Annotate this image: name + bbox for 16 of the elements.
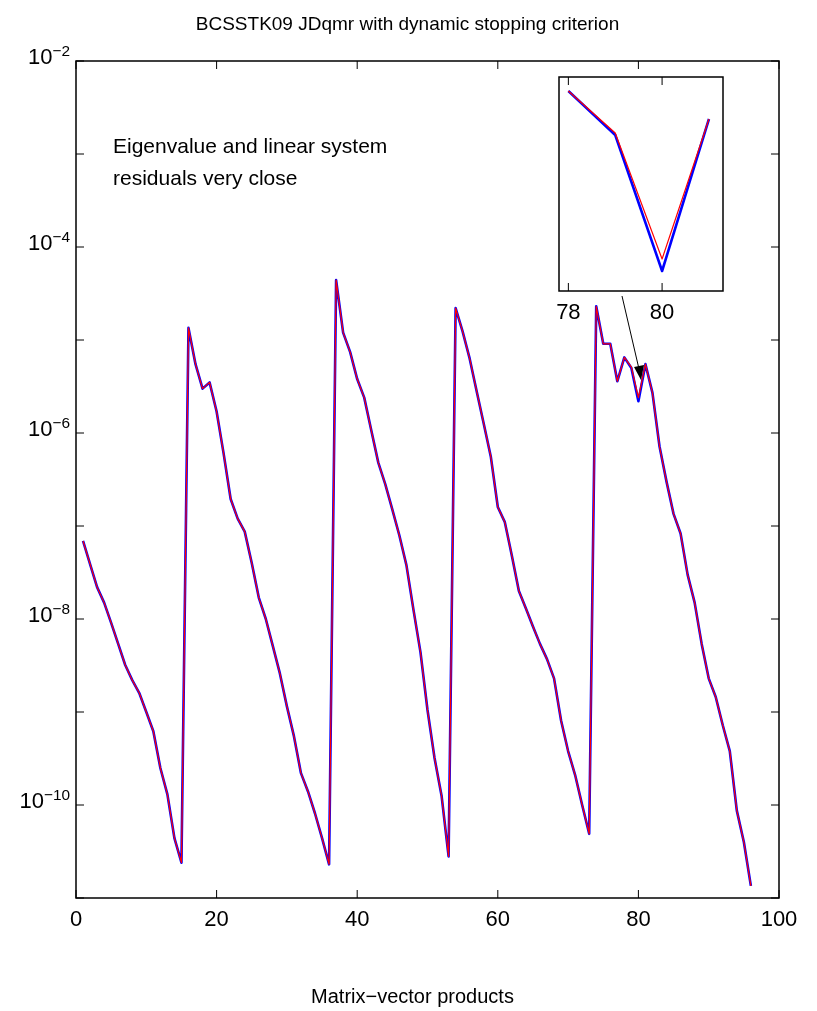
y-tick-label: 10$^{−2}$ [27,41,70,70]
x-tick-label: 78 [556,299,581,324]
x-tick-label: 60 [485,906,511,931]
x-tick-label: 80 [626,906,651,931]
x-tick-label: 40 [344,906,370,931]
annotation: Eigenvalue and linear system residuals very close [113,134,388,189]
x-tick-label: 80 [649,299,675,324]
x-tick-label: 0 [69,906,83,931]
y-tick-label: 10$^{−4}$ [27,227,71,256]
chart-title: BCSSTK09 JDqmr with dynamic stopping criterion [195,13,620,34]
y-tick-label: 10$^{−10}$ [19,785,70,814]
x-tick-label: 100 [760,906,798,931]
x-tick-label: 20 [204,906,229,931]
y-tick-label: 10$^{−8}$ [27,599,70,628]
x-axis-title: Matrix−vector products [311,985,514,1007]
y-tick-label: 10$^{−6}$ [27,413,70,442]
